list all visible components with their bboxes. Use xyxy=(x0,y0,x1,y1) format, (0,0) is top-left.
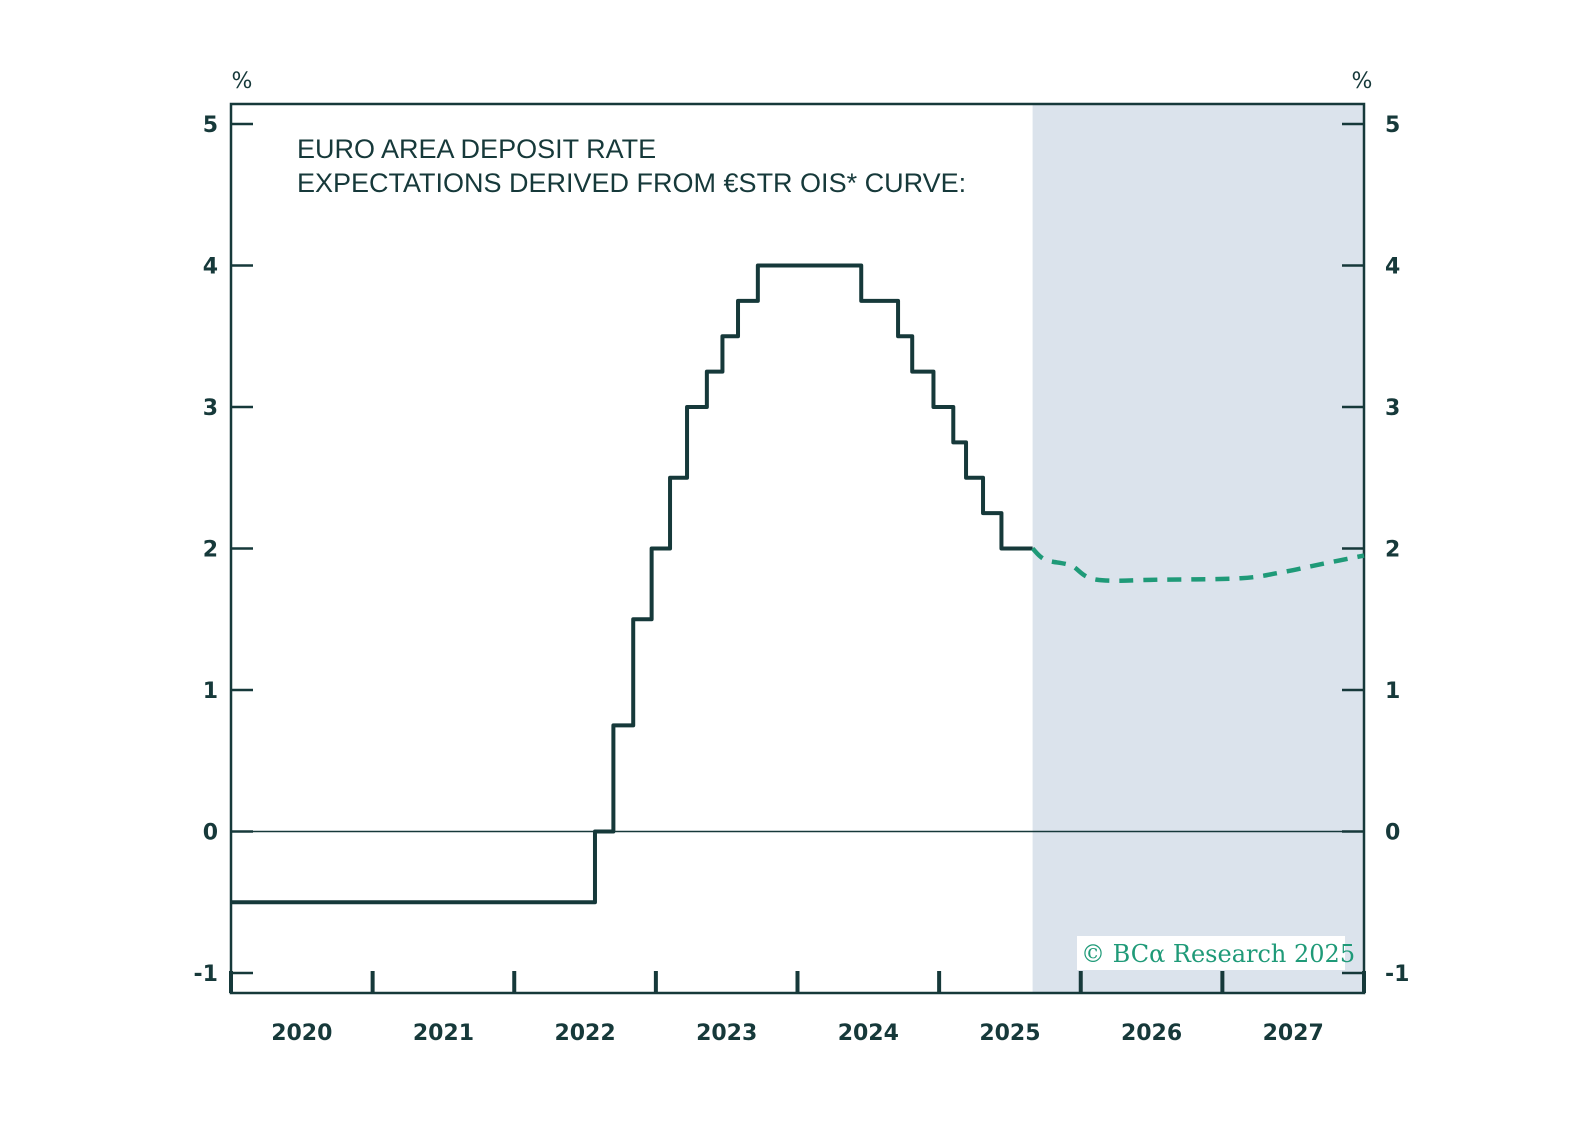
y-tick-label-right: -1 xyxy=(1385,962,1409,987)
x-tick-label: 2020 xyxy=(271,1021,332,1046)
credit-background xyxy=(1077,936,1345,970)
y-tick-label-left: 2 xyxy=(203,538,218,563)
y-tick-label-right: 4 xyxy=(1385,255,1400,280)
y-tick-labels-right: -1 0 1 2 3 4 5 xyxy=(1385,113,1409,987)
x-tick-labels: 2020 2021 2022 2023 2024 2025 2026 2027 xyxy=(271,1021,1324,1046)
x-tick-label: 2023 xyxy=(696,1021,757,1046)
y-tick-label-left: 5 xyxy=(203,113,218,138)
y-tick-labels-left: -1 0 1 2 3 4 5 xyxy=(194,113,218,987)
y-tick-label-right: 2 xyxy=(1385,538,1400,563)
y-tick-label-left: -1 xyxy=(194,962,218,987)
y-unit-left: % xyxy=(232,69,253,94)
y-tick-label-right: 0 xyxy=(1385,821,1400,846)
y-tick-label-right: 5 xyxy=(1385,113,1400,138)
y-tick-label-right: 1 xyxy=(1385,679,1400,704)
deposit-rate-line xyxy=(231,263,1033,905)
x-tick-label: 2022 xyxy=(554,1021,615,1046)
chart-subtitle: EXPECTATIONS DERIVED FROM €STR OIS* CURV… xyxy=(297,168,966,198)
ois-expectations-line xyxy=(1030,546,1365,583)
y-tick-label-left: 0 xyxy=(203,821,218,846)
x-tick-label: 2027 xyxy=(1263,1021,1324,1046)
y-tick-label-left: 4 xyxy=(203,255,218,280)
y-unit-right: % xyxy=(1352,69,1373,94)
shaded-forecast-region xyxy=(1032,104,1364,993)
y-tick-label-left: 3 xyxy=(203,396,218,421)
y-tick-label-left: 1 xyxy=(203,679,218,704)
chart-title: EURO AREA DEPOSIT RATE xyxy=(297,134,656,164)
credit-annotation: © BCα Research 2025 xyxy=(1081,940,1355,968)
y-tick-label-right: 3 xyxy=(1385,396,1400,421)
x-tick-label: 2021 xyxy=(413,1021,474,1046)
x-tick-label: 2025 xyxy=(979,1021,1040,1046)
x-tick-label: 2024 xyxy=(838,1021,899,1046)
x-tick-label: 2026 xyxy=(1121,1021,1182,1046)
